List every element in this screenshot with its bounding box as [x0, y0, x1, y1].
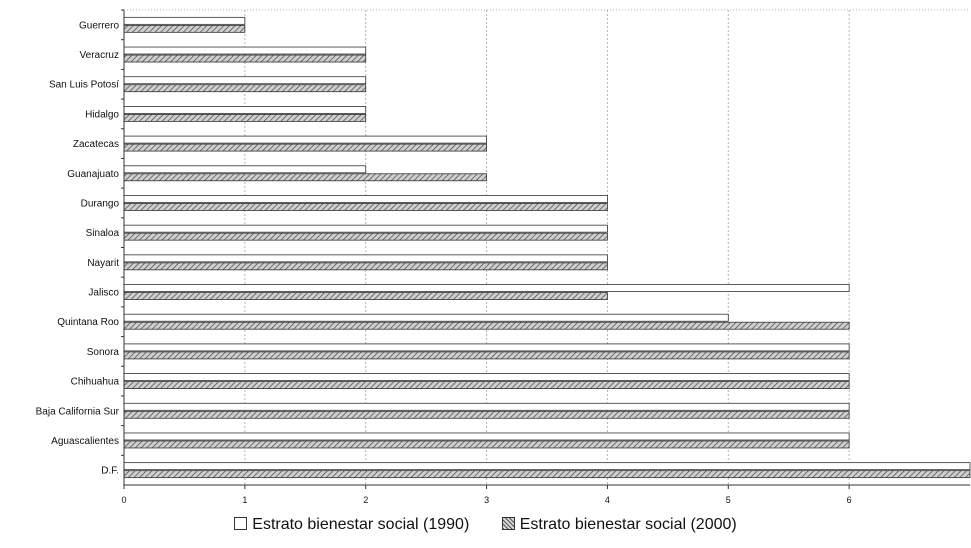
legend-label-2000: Estrato bienestar social (2000) [519, 516, 737, 533]
bar-2000-chihuahua [123, 381, 850, 389]
bar-2000-san-luis-potos- [123, 84, 367, 93]
bar-1990-chihuahua [123, 373, 850, 381]
bar-1990-d-f- [123, 462, 971, 471]
category-label: Durango [81, 198, 120, 209]
category-label: Hidalgo [85, 109, 119, 120]
category-label: Chihuahua [71, 377, 120, 388]
bar-2000-guanajuato [123, 173, 487, 182]
category-label: Nayarit [87, 258, 119, 269]
bar-2000-veracruz [123, 54, 367, 63]
bar-2000-nayarit [123, 262, 608, 271]
x-tick-label: 4 [605, 495, 610, 505]
category-label: Veracruz [80, 50, 119, 61]
legend: Estrato bienestar social (1990) Estrato … [0, 516, 971, 534]
bar-2000-jalisco [123, 292, 608, 300]
x-tick-label: 3 [484, 495, 489, 505]
bar-1990-zacatecas [123, 135, 487, 144]
category-label: Zacatecas [73, 139, 119, 150]
bar-2000-quintana-roo [123, 321, 850, 330]
category-label: D.F. [101, 466, 119, 477]
legend-item-1990: Estrato bienestar social (1990) [234, 516, 469, 534]
bar-1990-guanajuato [123, 165, 367, 174]
x-tick-label: 1 [242, 495, 247, 505]
x-tick-label: 5 [726, 495, 731, 505]
bar-1990-durango [123, 195, 608, 203]
bar-2000-sonora [123, 351, 850, 360]
category-label: Jalisco [88, 288, 119, 299]
bar-1990-sinaloa [123, 224, 608, 233]
category-label: Baja California Sur [36, 406, 120, 417]
x-tick-label: 2 [363, 495, 368, 505]
bar-1990-sonora [123, 343, 850, 352]
bar-1990-veracruz [123, 46, 367, 55]
bar-2000-sinaloa [123, 232, 608, 241]
bar-1990-baja-california-sur [123, 402, 850, 411]
category-label: Quintana Roo [57, 317, 119, 328]
bar-1990-hidalgo [123, 106, 367, 114]
bar-2000-hidalgo [123, 114, 367, 122]
category-label: San Luis Potosí [49, 80, 119, 91]
legend-item-2000: Estrato bienestar social (2000) [501, 516, 737, 534]
bar-1990-quintana-roo [123, 313, 729, 322]
bar-2000-d-f- [123, 470, 971, 479]
bar-1990-aguascalientes [123, 432, 850, 441]
bar-2000-guerrero [123, 24, 246, 33]
bar-1990-jalisco [123, 284, 850, 292]
category-label: Aguascalientes [51, 436, 119, 447]
legend-label-1990: Estrato bienestar social (1990) [252, 516, 470, 533]
x-tick-label: 0 [121, 495, 126, 505]
bar-2000-durango [123, 203, 608, 211]
bar-2000-aguascalientes [123, 440, 850, 449]
category-label: Guanajuato [67, 169, 119, 180]
legend-swatch-1990 [234, 517, 248, 530]
bar-1990-san-luis-potos- [123, 76, 367, 85]
category-label: Sonora [87, 347, 120, 358]
legend-swatch-2000 [501, 517, 515, 530]
bar-2000-zacatecas [123, 143, 487, 152]
x-tick-label: 6 [847, 495, 852, 505]
category-label: Guerrero [79, 20, 119, 31]
bar-1990-nayarit [123, 254, 608, 263]
category-label: Sinaloa [86, 228, 120, 239]
bar-2000-baja-california-sur [123, 410, 850, 419]
bar-1990-guerrero [123, 16, 246, 25]
